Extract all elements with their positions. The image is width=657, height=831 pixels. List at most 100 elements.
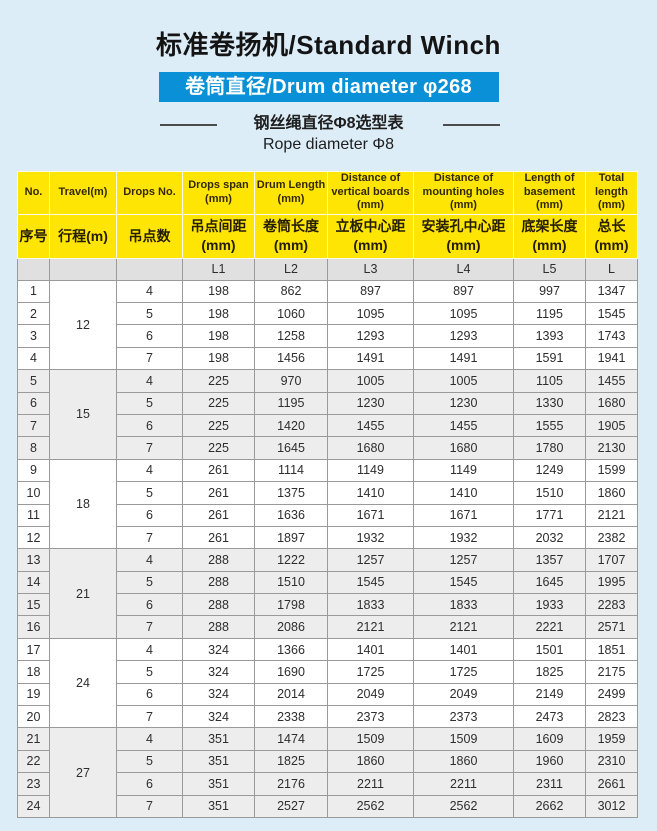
drops-span-cell: 261 bbox=[182, 525, 255, 550]
vertical-boards-cell: 1680 bbox=[327, 436, 414, 460]
symbol-cell-l4: L4 bbox=[413, 257, 514, 281]
vertical-boards-cell: 1410 bbox=[327, 481, 414, 505]
drops-no-cell: 5 bbox=[116, 481, 183, 505]
vertical-boards-cell: 2121 bbox=[327, 615, 414, 639]
mounting-holes-cell: 1293 bbox=[413, 324, 514, 348]
drops-span-cell: 324 bbox=[182, 637, 255, 662]
drum-length-cell: 1825 bbox=[254, 749, 328, 774]
drops-no-cell: 6 bbox=[116, 772, 183, 796]
mounting-holes-cell: 1401 bbox=[413, 637, 514, 662]
total-length-cell: 1455 bbox=[585, 369, 638, 393]
mounting-holes-cell: 1410 bbox=[413, 481, 514, 505]
mounting-holes-cell: 1257 bbox=[413, 548, 514, 572]
vertical-boards-cell: 1509 bbox=[327, 727, 414, 751]
drops-no-cell: 6 bbox=[116, 503, 183, 527]
row-no-cell: 1 bbox=[17, 279, 50, 303]
mounting-holes-cell: 1491 bbox=[413, 346, 514, 371]
basement-length-cell: 1933 bbox=[513, 593, 586, 617]
row-no-cell: 10 bbox=[17, 481, 50, 505]
vertical-boards-cell: 1833 bbox=[327, 593, 414, 617]
row-no-cell: 11 bbox=[17, 503, 50, 527]
vertical-boards-cell: 1230 bbox=[327, 391, 414, 415]
total-length-cell: 2382 bbox=[585, 525, 638, 550]
drops-no-cell: 5 bbox=[116, 391, 183, 415]
total-length-cell: 2571 bbox=[585, 615, 638, 639]
row-no-cell: 22 bbox=[17, 749, 50, 774]
drum-length-cell: 2527 bbox=[254, 794, 328, 818]
drum-length-cell: 1420 bbox=[254, 413, 328, 438]
basement-length-cell: 2473 bbox=[513, 705, 586, 729]
symbol-cell-l5: L5 bbox=[513, 257, 586, 281]
total-length-cell: 1860 bbox=[585, 481, 638, 505]
mounting-holes-cell: 1095 bbox=[413, 301, 514, 326]
basement-length-cell: 1510 bbox=[513, 481, 586, 505]
table-row: 3 6 198 1258 1293 1293 1393 1743 bbox=[17, 324, 638, 348]
row-no-cell: 16 bbox=[17, 615, 50, 639]
vertical-boards-cell: 1005 bbox=[327, 369, 414, 393]
vertical-boards-cell: 2049 bbox=[327, 682, 414, 707]
table-row: 9 18 4 261 1114 1149 1149 1249 1599 bbox=[17, 458, 638, 550]
mounting-holes-cell: 1149 bbox=[413, 458, 514, 483]
mounting-holes-cell: 1860 bbox=[413, 749, 514, 774]
basement-length-cell: 1771 bbox=[513, 503, 586, 527]
table-row: 18 5 324 1690 1725 1725 1825 2175 bbox=[17, 660, 638, 684]
drops-no-cell: 6 bbox=[116, 324, 183, 348]
travel-cell: 15 bbox=[49, 369, 117, 460]
drops-no-cell: 6 bbox=[116, 682, 183, 707]
drum-length-cell: 1195 bbox=[254, 391, 328, 415]
col-header-drops-no-zh: 吊点数 bbox=[116, 213, 183, 259]
subtitle-block: 钢丝绳直径Φ8选型表 Rope diameter Φ8 bbox=[0, 113, 657, 157]
drops-span-cell: 351 bbox=[182, 749, 255, 774]
table-row: 13 21 4 288 1222 1257 1257 1357 1707 bbox=[17, 548, 638, 639]
col-header-mounting-holes-zh: 安装孔中心距 (mm) bbox=[413, 213, 514, 259]
col-header-drops-span-zh: 吊点间距 (mm) bbox=[182, 213, 255, 259]
basement-length-cell: 2221 bbox=[513, 615, 586, 639]
table-row: 22 5 351 1825 1860 1860 1960 2310 bbox=[17, 749, 638, 774]
total-length-cell: 2499 bbox=[585, 682, 638, 707]
drum-length-cell: 1636 bbox=[254, 503, 328, 527]
table-row: 8 7 225 1645 1680 1680 1780 2130 bbox=[17, 436, 638, 460]
header-row-english: No. Travel(m) Drops No. Drops span (mm) … bbox=[17, 170, 638, 215]
drum-length-cell: 970 bbox=[254, 369, 328, 393]
table-row: 2 5 198 1060 1095 1095 1195 1545 bbox=[17, 301, 638, 326]
drops-span-cell: 288 bbox=[182, 615, 255, 639]
vertical-boards-cell: 1149 bbox=[327, 458, 414, 483]
row-no-cell: 18 bbox=[17, 660, 50, 684]
mounting-holes-cell: 1725 bbox=[413, 660, 514, 684]
table-row: 5 15 4 225 970 1005 1005 1105 1455 bbox=[17, 369, 638, 460]
mounting-holes-cell: 897 bbox=[413, 279, 514, 303]
drops-no-cell: 5 bbox=[116, 570, 183, 595]
drops-no-cell: 4 bbox=[116, 727, 183, 751]
total-length-cell: 1995 bbox=[585, 570, 638, 595]
mounting-holes-cell: 1671 bbox=[413, 503, 514, 527]
drops-span-cell: 351 bbox=[182, 727, 255, 751]
total-length-cell: 2661 bbox=[585, 772, 638, 796]
drops-no-cell: 5 bbox=[116, 749, 183, 774]
subtitle-rule-left bbox=[160, 123, 217, 126]
row-no-cell: 20 bbox=[17, 705, 50, 729]
table-row: 24 7 351 2527 2562 2562 2662 3012 bbox=[17, 794, 638, 818]
basement-length-cell: 1555 bbox=[513, 413, 586, 438]
basement-length-cell: 2032 bbox=[513, 525, 586, 550]
basement-length-cell: 2662 bbox=[513, 794, 586, 818]
basement-length-cell: 1249 bbox=[513, 458, 586, 483]
subtitle-rule-right bbox=[443, 123, 500, 126]
drops-span-cell: 261 bbox=[182, 503, 255, 527]
total-length-cell: 2283 bbox=[585, 593, 638, 617]
col-header-drops-span: Drops span (mm) bbox=[182, 170, 255, 215]
mounting-holes-cell: 1455 bbox=[413, 413, 514, 438]
basement-length-cell: 1645 bbox=[513, 570, 586, 595]
table-row: 11 6 261 1636 1671 1671 1771 2121 bbox=[17, 503, 638, 527]
drops-no-cell: 5 bbox=[116, 660, 183, 684]
basement-length-cell: 2311 bbox=[513, 772, 586, 796]
drum-length-cell: 1375 bbox=[254, 481, 328, 505]
table-row: 23 6 351 2176 2211 2211 2311 2661 bbox=[17, 772, 638, 796]
drops-span-cell: 198 bbox=[182, 301, 255, 326]
drum-length-cell: 1366 bbox=[254, 637, 328, 662]
basement-length-cell: 1195 bbox=[513, 301, 586, 326]
total-length-cell: 1680 bbox=[585, 391, 638, 415]
drops-no-cell: 7 bbox=[116, 346, 183, 371]
row-no-cell: 2 bbox=[17, 301, 50, 326]
vertical-boards-cell: 1293 bbox=[327, 324, 414, 348]
col-header-no-zh: 序号 bbox=[17, 213, 50, 259]
